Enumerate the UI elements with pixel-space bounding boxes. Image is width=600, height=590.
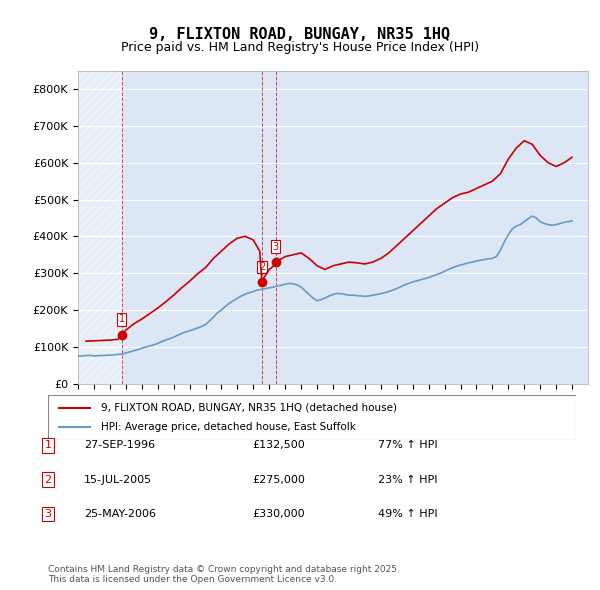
Text: Price paid vs. HM Land Registry's House Price Index (HPI): Price paid vs. HM Land Registry's House … <box>121 41 479 54</box>
Text: 3: 3 <box>272 242 278 252</box>
Text: 9, FLIXTON ROAD, BUNGAY, NR35 1HQ (detached house): 9, FLIXTON ROAD, BUNGAY, NR35 1HQ (detac… <box>101 403 397 412</box>
Text: HPI: Average price, detached house, East Suffolk: HPI: Average price, detached house, East… <box>101 422 356 432</box>
Text: Contains HM Land Registry data © Crown copyright and database right 2025.
This d: Contains HM Land Registry data © Crown c… <box>48 565 400 584</box>
Text: 2: 2 <box>259 262 265 272</box>
Text: 2: 2 <box>44 475 52 484</box>
Text: 1: 1 <box>44 441 52 450</box>
FancyBboxPatch shape <box>48 395 576 440</box>
Text: 49% ↑ HPI: 49% ↑ HPI <box>378 509 437 519</box>
Text: 3: 3 <box>44 509 52 519</box>
Text: 15-JUL-2005: 15-JUL-2005 <box>84 475 152 484</box>
Text: 9, FLIXTON ROAD, BUNGAY, NR35 1HQ: 9, FLIXTON ROAD, BUNGAY, NR35 1HQ <box>149 27 451 41</box>
Text: 1: 1 <box>119 314 125 325</box>
Text: 23% ↑ HPI: 23% ↑ HPI <box>378 475 437 484</box>
Text: 27-SEP-1996: 27-SEP-1996 <box>84 441 155 450</box>
Text: £132,500: £132,500 <box>252 441 305 450</box>
Text: 25-MAY-2006: 25-MAY-2006 <box>84 509 156 519</box>
Text: £330,000: £330,000 <box>252 509 305 519</box>
Text: £275,000: £275,000 <box>252 475 305 484</box>
Text: 77% ↑ HPI: 77% ↑ HPI <box>378 441 437 450</box>
